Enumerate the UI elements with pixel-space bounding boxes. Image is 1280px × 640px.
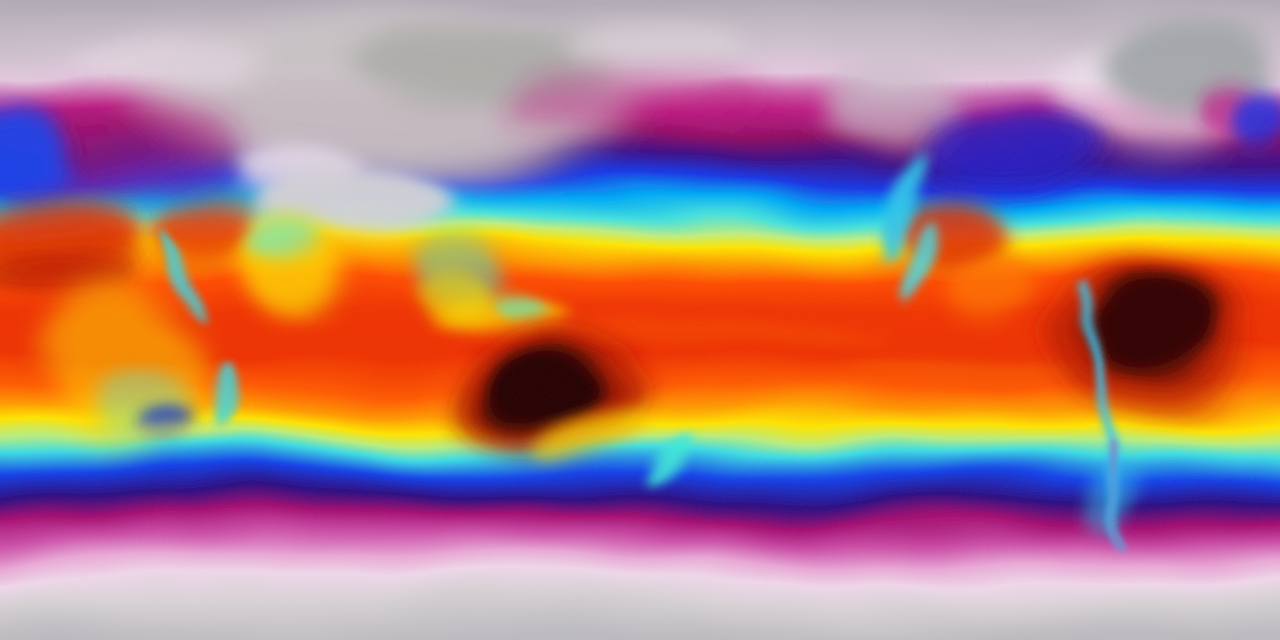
global-temperature-map (0, 0, 1280, 640)
grain-overlay (0, 0, 1280, 640)
global-heat-map-stage (0, 0, 1280, 640)
